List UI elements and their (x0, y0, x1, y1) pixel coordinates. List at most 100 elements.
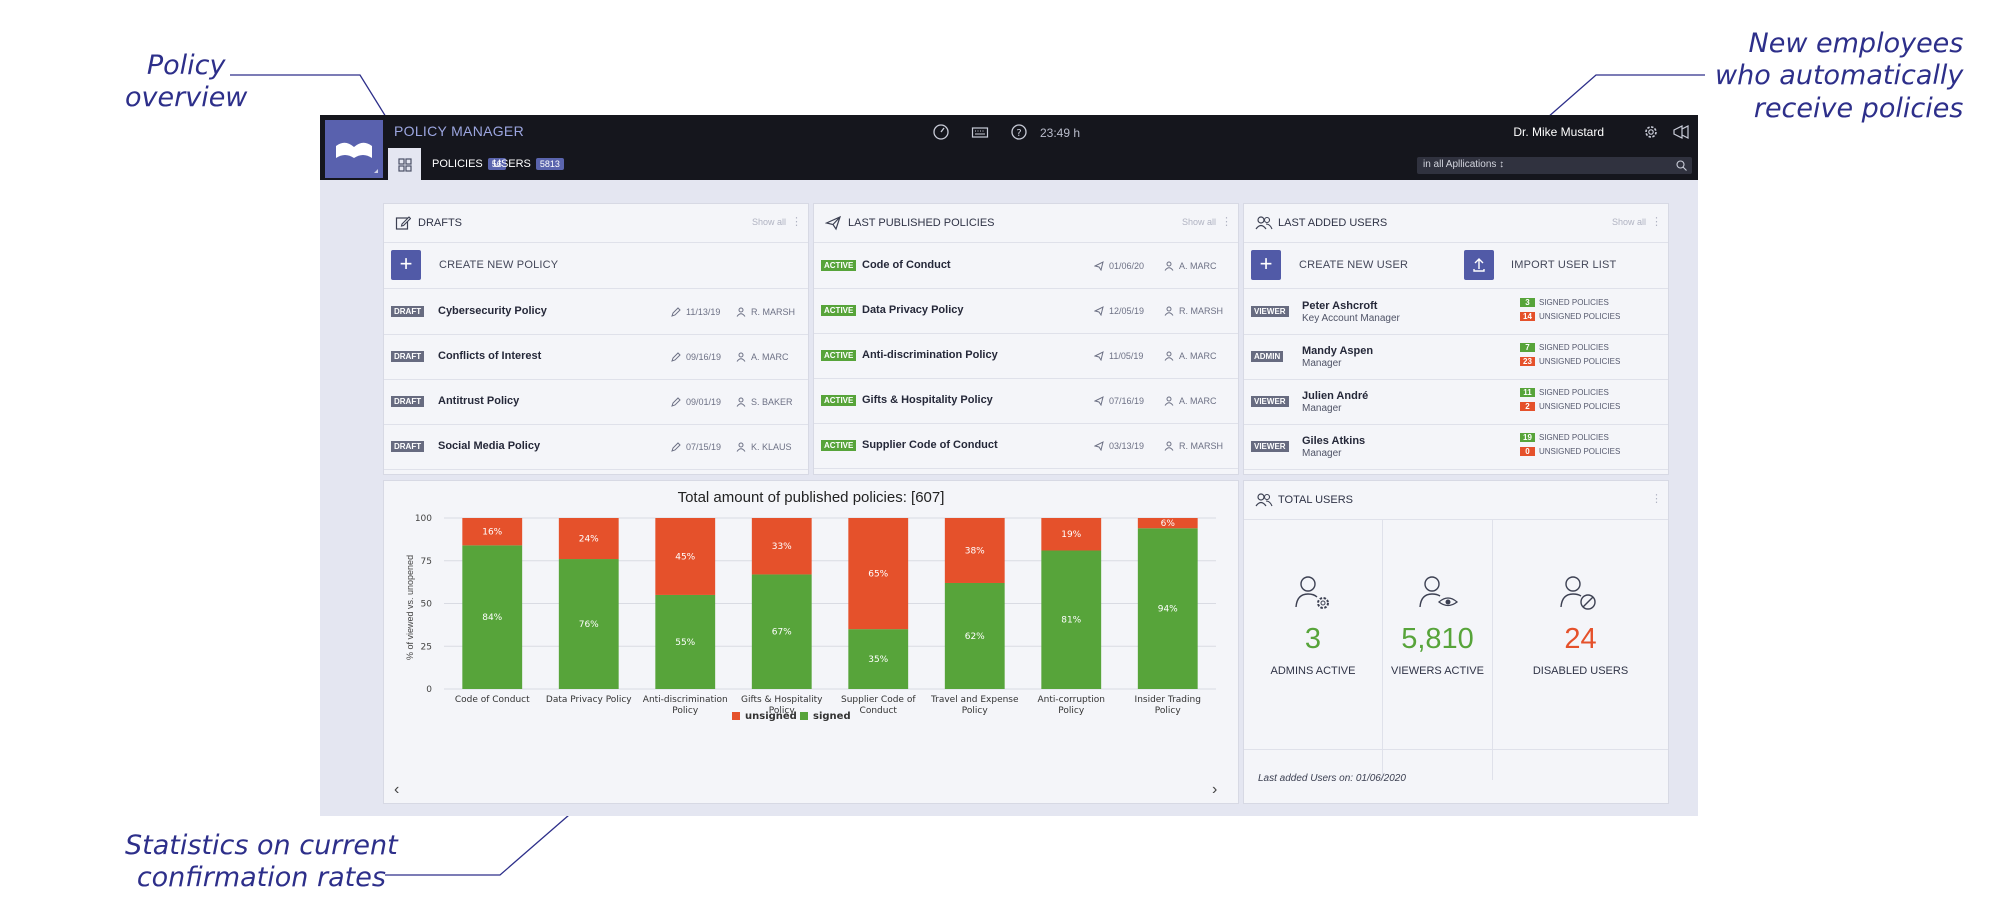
policy-row[interactable]: DRAFT Antitrust Policy 09/01/19 S. BAKER (384, 379, 808, 425)
search-scope[interactable]: in all Apllications ↕ (1423, 159, 1505, 170)
viewers-active-value: 5,810 (1401, 623, 1474, 655)
search-icon[interactable] (1676, 160, 1687, 171)
data-label-unsigned: 19% (1061, 530, 1081, 540)
last-users-menu-icon[interactable]: ⋮ (1651, 216, 1662, 228)
drafts-menu-icon[interactable]: ⋮ (791, 216, 802, 228)
unsigned-count: 0 (1520, 447, 1535, 456)
user-row[interactable]: VIEWER Julien André Manager 11 SIGNED POLICI… (1244, 379, 1668, 425)
unsigned-policies: 2 UNSIGNED POLICIES (1520, 402, 1620, 411)
disabled-users-value: 24 (1564, 623, 1597, 655)
policy-author-value: R. MARSH (1179, 441, 1224, 451)
policy-title[interactable]: Conflicts of Interest (438, 350, 542, 362)
create-user-label[interactable]: CREATE NEW USER (1299, 259, 1409, 271)
policy-date-value: 11/05/19 (1109, 351, 1144, 361)
megaphone-icon[interactable] (1671, 123, 1691, 141)
help-icon[interactable]: ? (1010, 123, 1028, 141)
policy-title[interactable]: Anti-discrimination Policy (862, 349, 998, 361)
bar-unsigned (1137, 518, 1198, 529)
total-users-divider (1244, 749, 1668, 750)
policy-date: 11/13/19 (671, 307, 720, 317)
app-logo[interactable] (325, 120, 383, 178)
policy-author: A. MARC (1164, 396, 1217, 406)
users-group-icon (1255, 216, 1273, 230)
data-label-signed: 55% (675, 638, 695, 648)
user-position: Manager (1302, 448, 1342, 459)
policy-row[interactable]: ACTIVE Data Privacy Policy 12/05/19 R. MARS… (814, 288, 1238, 334)
search-field[interactable]: in all Apllications ↕ (1417, 157, 1692, 174)
policy-row[interactable]: DRAFT Social Media Policy 07/15/19 K. KLAUS (384, 424, 808, 470)
policy-date: 01/06/20 (1094, 261, 1144, 271)
chart-next-icon[interactable]: › (1212, 781, 1218, 798)
create-policy-row: + CREATE NEW POLICY (384, 243, 808, 289)
total-users-menu-icon[interactable]: ⋮ (1651, 493, 1662, 505)
x-tick-label: Insider Trading (1135, 695, 1201, 705)
data-label-signed: 67% (772, 628, 792, 638)
viewers-active-stat: 5,810 VIEWERS ACTIVE (1383, 520, 1493, 780)
user-name[interactable]: Giles Atkins (1302, 435, 1366, 447)
import-user-list-label[interactable]: IMPORT USER LIST (1511, 259, 1617, 271)
user-position: Key Account Manager (1302, 313, 1400, 324)
data-label-unsigned: 45% (675, 552, 695, 562)
signed-policies: 7 SIGNED POLICIES (1520, 343, 1609, 352)
user-row[interactable]: ADMIN Mandy Aspen Manager 7 SIGNED POLICIES 2… (1244, 334, 1668, 380)
unsigned-count: 2 (1520, 402, 1535, 411)
user-row[interactable]: VIEWER Peter Ashcroft Key Account Manager 3… (1244, 289, 1668, 335)
policy-row[interactable]: ACTIVE Code of Conduct 01/06/20 A. MARC (814, 243, 1238, 289)
policy-title[interactable]: Gifts & Hospitality Policy (862, 394, 993, 406)
settings-gear-icon[interactable] (1642, 123, 1660, 141)
policy-title[interactable]: Antitrust Policy (438, 395, 520, 407)
paper-plane-icon (1094, 396, 1104, 406)
disabled-users-stat: 24 DISABLED USERS (1493, 520, 1668, 780)
bar-unsigned (1041, 518, 1102, 551)
upload-icon (1473, 258, 1485, 272)
policy-title[interactable]: Code of Conduct (862, 259, 951, 271)
x-tick-label: Anti-corruption (1038, 695, 1106, 705)
dashboard-gauge-icon[interactable] (932, 123, 950, 141)
unsigned-label: UNSIGNED POLICIES (1539, 402, 1621, 411)
policy-author: A. MARC (1164, 261, 1217, 271)
tab-overview[interactable] (388, 148, 421, 180)
app-title: POLICY MANAGER (394, 123, 524, 139)
person-icon (736, 352, 746, 362)
policy-title[interactable]: Supplier Code of Conduct (862, 439, 998, 451)
data-label-unsigned: 33% (772, 542, 792, 552)
import-user-list-button[interactable] (1464, 250, 1494, 280)
drafts-title: DRAFTS (418, 217, 462, 229)
policy-author-value: R. MARSH (1179, 306, 1224, 316)
create-user-button[interactable]: + (1251, 250, 1281, 280)
policy-date-value: 01/06/20 (1109, 261, 1145, 271)
bar-signed (462, 545, 523, 689)
book-logo-icon (336, 142, 378, 173)
policy-title[interactable]: Data Privacy Policy (862, 304, 964, 316)
keyboard-icon[interactable] (971, 123, 989, 141)
tab-policies[interactable]: POLICIES 56 (432, 158, 506, 170)
user-name[interactable]: Mandy Aspen (1302, 345, 1374, 357)
published-show-all[interactable]: Show all (1181, 217, 1216, 227)
policy-row[interactable]: DRAFT Conflicts of Interest 09/16/19 A. MAR… (384, 334, 808, 380)
user-eye-icon (1419, 576, 1459, 608)
published-menu-icon[interactable]: ⋮ (1221, 216, 1232, 228)
signed-policies: 3 SIGNED POLICIES (1520, 298, 1609, 307)
data-label-signed: 76% (579, 620, 599, 630)
policy-date-value: 11/13/19 (686, 307, 721, 317)
last-users-show-all[interactable]: Show all (1611, 217, 1646, 227)
tab-users[interactable]: USERS 5813 (493, 158, 564, 170)
policy-row[interactable]: ACTIVE Gifts & Hospitality Policy 07/16/19… (814, 378, 1238, 424)
policy-title[interactable]: Social Media Policy (438, 440, 541, 452)
user-row[interactable]: VIEWER Giles Atkins Manager 19 SIGNED POLICI… (1244, 424, 1668, 470)
annotation-statistics: Statistics on current confirmation rates (125, 830, 398, 894)
policy-title[interactable]: Cybersecurity Policy (438, 305, 547, 317)
user-name[interactable]: Dr. Mike Mustard (1513, 125, 1604, 139)
legend-swatch-signed (800, 712, 808, 720)
user-name[interactable]: Julien André (1302, 390, 1369, 402)
create-policy-button[interactable]: + (391, 250, 421, 280)
user-name[interactable]: Peter Ashcroft (1302, 300, 1378, 312)
policy-row[interactable]: ACTIVE Supplier Code of Conduct 03/13/19 R.… (814, 423, 1238, 469)
tab-policies-count: 56 (487, 158, 506, 170)
signed-count: 7 (1520, 343, 1535, 352)
policy-row[interactable]: ACTIVE Anti-discrimination Policy 11/05/19… (814, 333, 1238, 379)
policy-row[interactable]: DRAFT Cybersecurity Policy 11/13/19 R. MARS… (384, 289, 808, 335)
create-policy-label[interactable]: CREATE NEW POLICY (439, 259, 559, 271)
drafts-show-all[interactable]: Show all (751, 217, 786, 227)
chart-prev-icon[interactable]: ‹ (394, 781, 400, 798)
